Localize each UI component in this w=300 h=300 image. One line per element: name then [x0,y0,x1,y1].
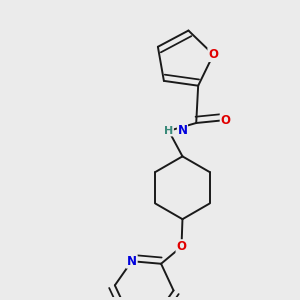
Text: O: O [208,48,218,61]
Text: N: N [178,124,188,137]
Text: O: O [221,114,231,127]
Text: N: N [127,255,137,268]
Text: O: O [176,240,187,253]
Text: H: H [164,126,173,136]
